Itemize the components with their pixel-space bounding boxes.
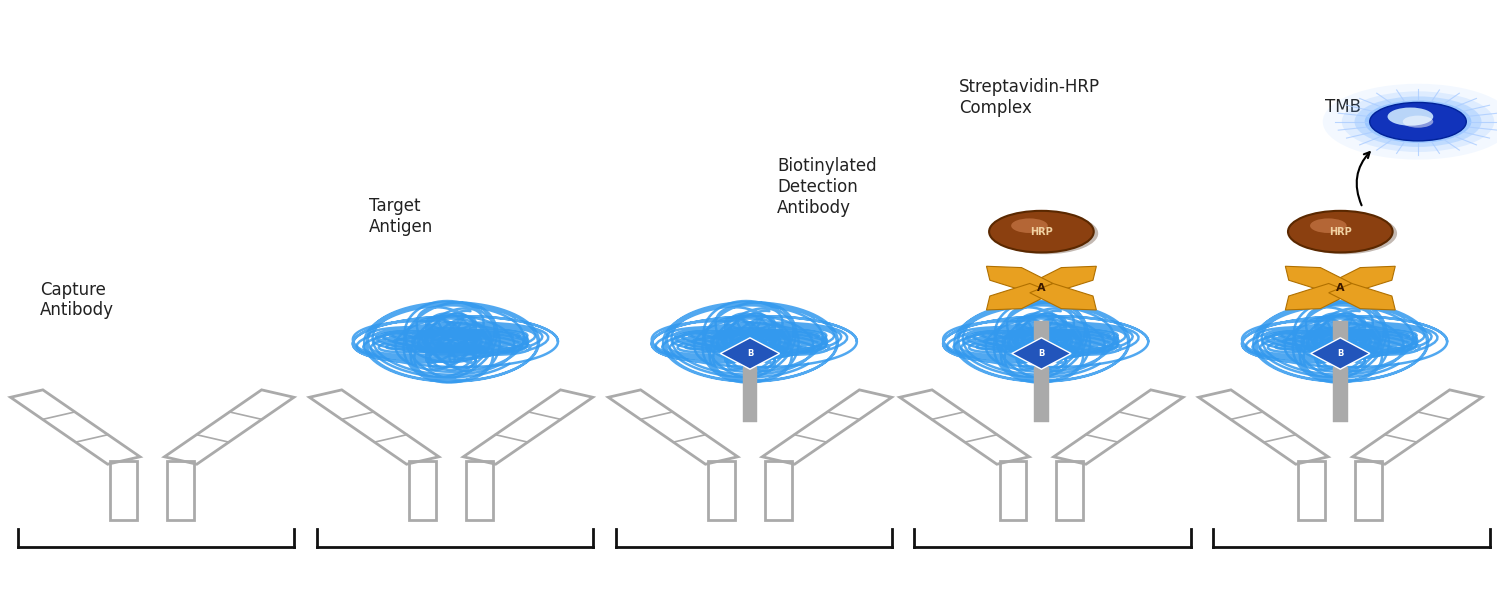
Circle shape [1388,107,1434,126]
Circle shape [1293,212,1396,254]
Text: HRP: HRP [1030,227,1053,236]
Text: A: A [1036,283,1046,293]
Polygon shape [1334,367,1348,422]
Polygon shape [1030,283,1096,310]
Circle shape [1288,211,1392,253]
Polygon shape [1286,283,1352,310]
Polygon shape [1311,338,1370,369]
Circle shape [1342,91,1494,152]
Text: Biotinylated
Detection
Antibody: Biotinylated Detection Antibody [777,157,876,217]
Polygon shape [1034,321,1048,340]
Circle shape [993,212,1098,254]
Circle shape [1370,103,1467,141]
Circle shape [1310,218,1347,233]
Text: HRP: HRP [1329,227,1352,236]
Text: TMB: TMB [1326,98,1362,116]
Text: Target
Antigen: Target Antigen [369,197,434,236]
Circle shape [1365,100,1472,143]
Circle shape [988,211,1094,253]
Polygon shape [742,367,758,422]
Text: B: B [747,349,753,358]
Polygon shape [1334,321,1348,340]
Polygon shape [1329,266,1395,293]
Polygon shape [1286,266,1352,293]
Polygon shape [1034,367,1048,422]
Text: A: A [1336,283,1344,293]
Text: Capture
Antibody: Capture Antibody [40,281,114,319]
Text: Streptavidin-HRP
Complex: Streptavidin-HRP Complex [958,79,1101,117]
Circle shape [1011,218,1048,233]
Polygon shape [987,283,1053,310]
Circle shape [1402,116,1434,128]
Polygon shape [1329,283,1395,310]
Polygon shape [1030,266,1096,293]
Polygon shape [987,266,1053,293]
Polygon shape [720,338,780,369]
Circle shape [1323,84,1500,160]
Text: B: B [1336,349,1344,358]
Text: B: B [1038,349,1044,358]
Polygon shape [1013,338,1071,369]
Circle shape [1354,97,1482,147]
